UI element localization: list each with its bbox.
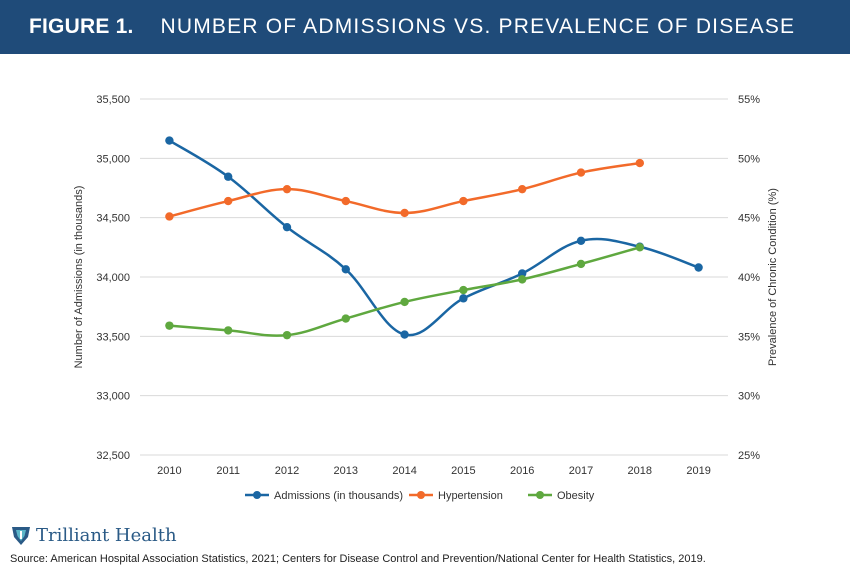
data-point-0 bbox=[576, 236, 586, 246]
data-point-0 bbox=[518, 269, 527, 278]
legend-label: Obesity bbox=[557, 490, 595, 502]
figure-title: NUMBER OF ADMISSIONS VS. PREVALENCE OF D… bbox=[160, 15, 796, 38]
data-point-2 bbox=[224, 326, 233, 335]
data-point-2 bbox=[282, 330, 292, 340]
x-tick-label: 2015 bbox=[451, 465, 475, 477]
trilliant-shield-icon bbox=[12, 527, 30, 545]
data-point-0 bbox=[224, 172, 233, 181]
legend-swatch-marker bbox=[417, 491, 425, 499]
legend-swatch-marker bbox=[253, 491, 261, 499]
legend-swatch-marker bbox=[536, 491, 544, 499]
y-right-tick-label: 55% bbox=[738, 94, 760, 106]
series-line-1 bbox=[169, 161, 640, 218]
x-tick-label: 2012 bbox=[275, 465, 299, 477]
y-right-axis-title: Prevalence of Chronic Condition (%) bbox=[767, 188, 779, 366]
legend-label: Admissions (in thousands) bbox=[274, 490, 403, 502]
y-right-tick-label: 40% bbox=[738, 272, 760, 284]
data-point-2 bbox=[518, 275, 527, 284]
y-left-tick-label: 34,500 bbox=[96, 213, 130, 225]
x-tick-label: 2017 bbox=[569, 465, 593, 477]
data-point-0 bbox=[341, 265, 350, 274]
data-point-2 bbox=[400, 297, 409, 307]
y-left-axis-title: Number of Admissions (in thousands) bbox=[73, 186, 85, 369]
y-left-tick-label: 35,500 bbox=[96, 94, 130, 106]
data-point-1 bbox=[282, 184, 292, 194]
y-right-tick-label: 30% bbox=[738, 391, 760, 403]
data-point-2 bbox=[635, 243, 644, 252]
data-point-2 bbox=[459, 285, 468, 295]
legend-label: Hypertension bbox=[438, 490, 503, 502]
series-line-2 bbox=[169, 246, 641, 337]
y-left-tick-label: 33,500 bbox=[96, 331, 130, 343]
trilliant-logo: Trilliant Health bbox=[10, 524, 177, 546]
data-point-2 bbox=[341, 314, 350, 323]
y-left-tick-label: 32,500 bbox=[96, 450, 130, 462]
y-right-tick-label: 50% bbox=[738, 153, 760, 165]
data-point-1 bbox=[165, 212, 174, 221]
data-point-1 bbox=[576, 168, 586, 177]
line-chart: 32,500 25% 33,000 30% 33,500 35% 34,000 40% 34,5… bbox=[73, 94, 779, 502]
figure-label: FIGURE 1. bbox=[29, 15, 134, 38]
x-tick-label: 2014 bbox=[392, 465, 416, 477]
figure-header: FIGURE 1. NUMBER OF ADMISSIONS VS. PREVA… bbox=[0, 0, 850, 54]
data-point-1 bbox=[400, 208, 409, 218]
data-point-1 bbox=[635, 158, 644, 168]
data-point-1 bbox=[518, 184, 527, 194]
data-point-1 bbox=[459, 196, 468, 206]
x-tick-label: 2013 bbox=[334, 465, 358, 477]
y-right-tick-label: 45% bbox=[738, 213, 760, 225]
x-tick-label: 2011 bbox=[216, 465, 240, 477]
y-right-tick-label: 35% bbox=[738, 331, 760, 343]
data-point-0 bbox=[459, 294, 468, 303]
x-tick-label: 2016 bbox=[510, 465, 534, 477]
data-point-0 bbox=[282, 222, 292, 232]
y-left-tick-label: 34,000 bbox=[96, 272, 130, 284]
data-point-0 bbox=[400, 330, 409, 339]
x-tick-label: 2010 bbox=[157, 465, 181, 477]
data-point-2 bbox=[165, 321, 174, 330]
x-tick-label: 2019 bbox=[686, 465, 710, 477]
data-point-2 bbox=[576, 259, 586, 269]
x-tick-label: 2018 bbox=[628, 465, 652, 477]
data-point-1 bbox=[341, 196, 350, 206]
y-right-tick-label: 25% bbox=[738, 450, 760, 462]
logo-text: Trilliant Health bbox=[36, 524, 177, 546]
y-left-tick-label: 33,000 bbox=[96, 391, 130, 403]
series-line-0 bbox=[168, 139, 700, 337]
data-point-0 bbox=[165, 136, 174, 145]
source-note: Source: American Hospital Association St… bbox=[10, 553, 706, 565]
data-point-0 bbox=[694, 263, 703, 272]
data-point-1 bbox=[224, 196, 233, 206]
y-left-tick-label: 35,000 bbox=[96, 153, 130, 165]
